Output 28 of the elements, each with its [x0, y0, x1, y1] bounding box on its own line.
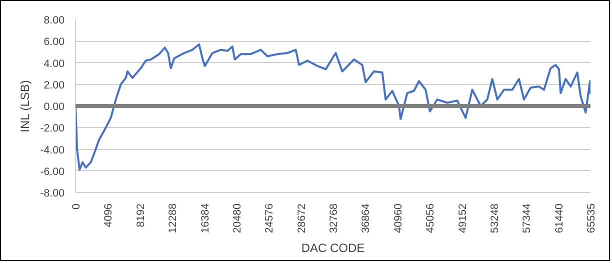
x-tick-label: 20480	[231, 203, 244, 234]
x-tick-label: 16384	[199, 203, 212, 234]
x-tick-label: 65535	[586, 203, 598, 234]
y-tick-label: -8.00	[40, 188, 65, 200]
x-tick-label: 8192	[134, 203, 147, 228]
x-tick-label: 49152	[456, 203, 469, 234]
y-tick-label: -4.00	[40, 144, 65, 156]
y-axis-title: INL (LSB)	[18, 80, 32, 132]
x-tick-label: 24576	[264, 203, 276, 234]
y-tick-label: 0.00	[44, 101, 65, 113]
x-tick-label: 61440	[553, 203, 566, 234]
y-tick-label: 6.00	[44, 36, 65, 48]
y-tick-label: 2.00	[44, 79, 65, 92]
x-tick-label: 53248	[488, 203, 501, 234]
x-tick-label: 12288	[167, 203, 180, 234]
x-tick-label: 32768	[328, 203, 340, 234]
x-tick-label: 0	[70, 203, 82, 210]
y-tick-label: -2.00	[40, 122, 65, 135]
x-axis-title: DAC CODE	[301, 241, 365, 256]
x-tick-label: 4096	[102, 203, 115, 228]
x-tick-label: 28672	[296, 203, 308, 234]
y-tick-label: 4.00	[44, 58, 65, 70]
y-tick-label: -6.00	[40, 166, 65, 178]
y-tick-label: 8.00	[44, 14, 65, 26]
x-tick-label: 36864	[360, 203, 372, 234]
x-tick-label: 45056	[424, 203, 437, 234]
x-tick-label: 40960	[392, 203, 404, 234]
x-tick-label: 57344	[521, 203, 534, 234]
